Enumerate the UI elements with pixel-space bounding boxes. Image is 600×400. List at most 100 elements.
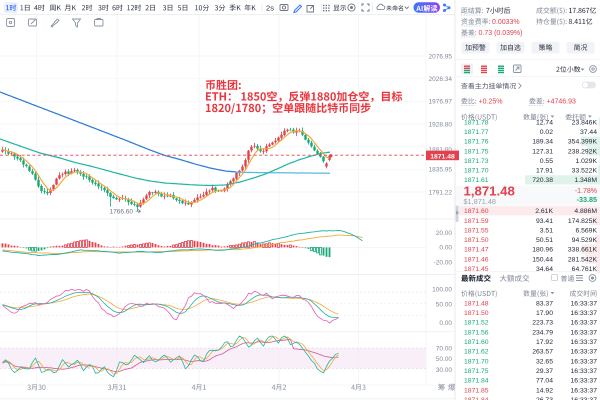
svg-text:174.825K: 174.825K xyxy=(568,218,598,225)
svg-text:17.91: 17.91 xyxy=(536,168,553,175)
svg-text:1871.60: 1871.60 xyxy=(464,208,489,215)
svg-text:1.029K: 1.029K xyxy=(575,158,597,165)
svg-text:720.38: 720.38 xyxy=(532,177,553,184)
svg-text:17.92: 17.92 xyxy=(536,339,553,346)
svg-text:1871.50: 1871.50 xyxy=(464,310,489,317)
svg-text:1.348M: 1.348M xyxy=(574,177,597,184)
svg-text:26.73: 26.73 xyxy=(536,397,553,400)
svg-text:50.00: 50.00 xyxy=(436,301,453,308)
svg-text:3.51: 3.51 xyxy=(540,227,553,234)
svg-text:77.04: 77.04 xyxy=(536,378,553,385)
svg-text:1871.70: 1871.70 xyxy=(464,168,489,175)
svg-text:150.44: 150.44 xyxy=(532,256,553,263)
svg-text:16:33:37: 16:33:37 xyxy=(571,329,598,336)
svg-text:$1,871.48: $1,871.48 xyxy=(464,197,496,206)
svg-text:189.34: 189.34 xyxy=(532,139,553,146)
svg-text:1871.56: 1871.56 xyxy=(464,329,489,336)
svg-text:16:33:37: 16:33:37 xyxy=(571,339,598,346)
svg-text:32.65: 32.65 xyxy=(536,358,553,365)
svg-text:1871.62: 1871.62 xyxy=(464,349,489,356)
svg-text:14.92: 14.92 xyxy=(536,387,553,394)
svg-text:16:33:37: 16:33:37 xyxy=(571,310,598,317)
svg-text:94.529K: 94.529K xyxy=(572,237,598,244)
svg-text:70.00: 70.00 xyxy=(436,345,453,352)
svg-text:1871.59: 1871.59 xyxy=(464,218,489,225)
svg-text:1871.46: 1871.46 xyxy=(464,256,489,263)
svg-text:0.00: 0.00 xyxy=(439,320,452,327)
svg-text:64.761K: 64.761K xyxy=(572,266,598,273)
svg-text:1791.22: 1791.22 xyxy=(429,189,453,196)
svg-text:1,871.48: 1,871.48 xyxy=(464,183,515,198)
svg-text:354.399K: 354.399K xyxy=(568,139,598,146)
svg-text:1871.60: 1871.60 xyxy=(464,339,489,346)
svg-text:16:33:37: 16:33:37 xyxy=(571,397,598,400)
svg-text:4.886M: 4.886M xyxy=(574,208,597,215)
svg-text:1871.55: 1871.55 xyxy=(464,227,489,234)
svg-text:127.31: 127.31 xyxy=(532,148,553,155)
svg-text:1871.52: 1871.52 xyxy=(464,320,489,327)
svg-text:0.02: 0.02 xyxy=(540,129,553,136)
svg-text:17.90: 17.90 xyxy=(536,310,553,317)
svg-text:16:33:37: 16:33:37 xyxy=(571,387,598,394)
svg-text:50.00: 50.00 xyxy=(436,356,453,363)
svg-text:234.79: 234.79 xyxy=(532,329,553,336)
svg-text:1871.78: 1871.78 xyxy=(464,119,489,126)
svg-text:1871.85: 1871.85 xyxy=(464,387,489,394)
svg-text:1871.48: 1871.48 xyxy=(430,153,455,160)
svg-text:1871.75: 1871.75 xyxy=(464,148,489,155)
svg-text:1835.95: 1835.95 xyxy=(429,167,453,174)
svg-text:+4746.93: +4746.93 xyxy=(547,99,576,106)
svg-text:0.73 (0.039%): 0.73 (0.039%) xyxy=(479,30,523,37)
svg-text:338.661K: 338.661K xyxy=(568,247,598,254)
svg-text:2.61K: 2.61K xyxy=(535,208,553,215)
svg-text:16:33:37: 16:33:37 xyxy=(571,349,598,356)
svg-text:0.55: 0.55 xyxy=(540,158,553,165)
svg-text:1871.48: 1871.48 xyxy=(464,300,489,307)
svg-text:2s: 2s xyxy=(266,4,274,13)
svg-text:6.569K: 6.569K xyxy=(575,227,597,234)
svg-text:16:33:37: 16:33:37 xyxy=(571,300,598,307)
svg-text:1928.80: 1928.80 xyxy=(429,121,453,128)
svg-text:-20.00: -20.00 xyxy=(434,260,453,267)
svg-text:238.292K: 238.292K xyxy=(568,148,598,155)
svg-text:0.0033%: 0.0033% xyxy=(492,19,520,26)
svg-text:281.542K: 281.542K xyxy=(568,256,598,263)
svg-text:12.74: 12.74 xyxy=(536,119,553,126)
svg-text:1766.60: 1766.60 xyxy=(110,209,134,216)
svg-text:100.00: 100.00 xyxy=(432,287,452,294)
svg-text:1871.84: 1871.84 xyxy=(464,397,489,400)
svg-text:1871.70: 1871.70 xyxy=(464,358,489,365)
svg-text:20.00: 20.00 xyxy=(436,230,453,237)
svg-text:-33.85: -33.85 xyxy=(577,195,597,204)
svg-text:23.846K: 23.846K xyxy=(572,119,598,126)
svg-text:2076.95: 2076.95 xyxy=(429,53,453,60)
svg-text:1871.75: 1871.75 xyxy=(464,368,489,375)
svg-text:34.64: 34.64 xyxy=(536,266,553,273)
svg-text:1871.76: 1871.76 xyxy=(464,139,489,146)
svg-text:-1.78%: -1.78% xyxy=(575,188,597,195)
svg-text:16:33:37: 16:33:37 xyxy=(571,358,598,365)
svg-text:1871.77: 1871.77 xyxy=(464,129,489,136)
svg-text:83.37: 83.37 xyxy=(536,300,553,307)
svg-text:37.44: 37.44 xyxy=(580,129,597,136)
svg-text:30.00: 30.00 xyxy=(436,367,453,374)
svg-text:1871.47: 1871.47 xyxy=(464,247,489,254)
svg-text:+0.25%: +0.25% xyxy=(479,99,503,106)
svg-text:29.37: 29.37 xyxy=(536,368,553,375)
svg-text:1871.50: 1871.50 xyxy=(464,237,489,244)
svg-text:33.522K: 33.522K xyxy=(572,168,598,175)
svg-text:1871.45: 1871.45 xyxy=(464,266,489,273)
svg-text:1976.97: 1976.97 xyxy=(429,99,453,106)
svg-text:180.96: 180.96 xyxy=(532,247,553,254)
svg-text:0.00: 0.00 xyxy=(439,245,452,252)
svg-text:1881.80: 1881.80 xyxy=(429,146,453,153)
svg-text:223.73: 223.73 xyxy=(532,320,553,327)
svg-text:93.41: 93.41 xyxy=(536,218,553,225)
svg-text:263.57: 263.57 xyxy=(532,349,553,356)
svg-text:2026.34: 2026.34 xyxy=(429,76,453,83)
svg-text:50.51: 50.51 xyxy=(536,237,553,244)
svg-text:1871.61: 1871.61 xyxy=(464,177,489,184)
svg-text:1871.73: 1871.73 xyxy=(464,158,489,165)
svg-text:16:33:37: 16:33:37 xyxy=(571,368,598,375)
svg-text:1871.84: 1871.84 xyxy=(464,378,489,385)
